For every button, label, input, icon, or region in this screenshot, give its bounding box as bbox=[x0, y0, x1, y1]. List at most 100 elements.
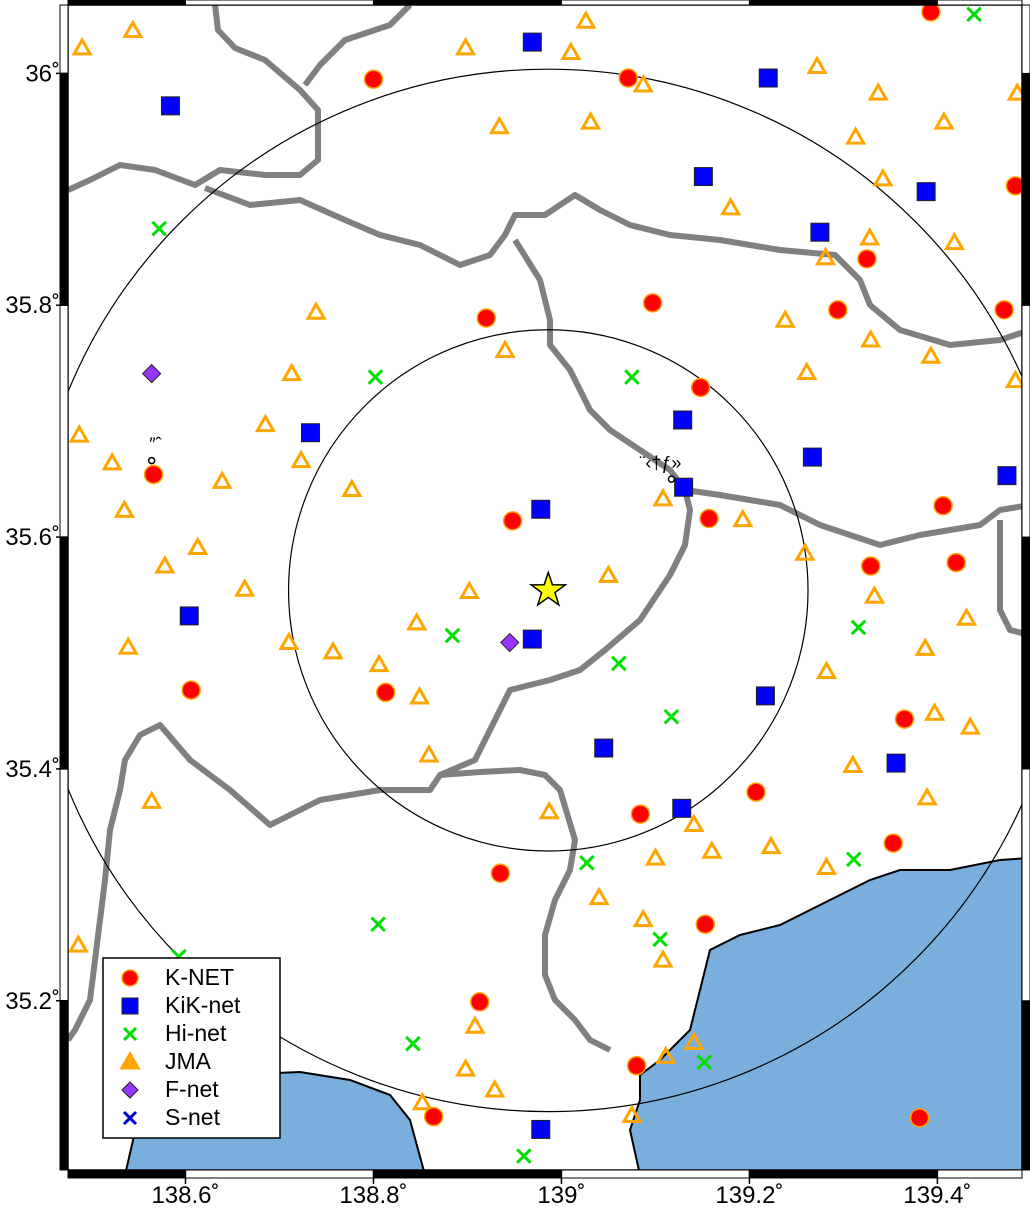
stations bbox=[68, 5, 1022, 1164]
station-marker bbox=[494, 339, 516, 358]
station-marker bbox=[290, 449, 312, 469]
frame-bar bbox=[184, 0, 374, 6]
station-marker bbox=[755, 686, 775, 706]
station-marker bbox=[674, 477, 694, 497]
legend-label: F-net bbox=[165, 1076, 219, 1102]
station-marker bbox=[673, 410, 693, 430]
station-marker bbox=[411, 1091, 433, 1111]
station-marker bbox=[806, 55, 828, 74]
station-marker bbox=[914, 637, 936, 656]
station-marker bbox=[405, 1035, 421, 1052]
station-marker bbox=[187, 536, 209, 556]
x-tick-label: 139˚ bbox=[537, 1182, 585, 1209]
range-circle bbox=[68, 68, 1022, 1113]
y-tick-label: 35.4˚ bbox=[5, 756, 60, 783]
boundary bbox=[92, 238, 693, 961]
station-marker bbox=[933, 111, 955, 130]
station-marker bbox=[683, 813, 705, 833]
station-marker bbox=[484, 1078, 506, 1098]
x-tick-label: 138.6˚ bbox=[151, 1182, 219, 1209]
station-marker bbox=[117, 636, 139, 655]
boundary bbox=[302, 5, 413, 87]
station-marker bbox=[375, 682, 396, 703]
station-marker bbox=[538, 800, 560, 820]
frame-bar bbox=[748, 1169, 938, 1179]
legend-box bbox=[102, 957, 281, 1139]
station-marker bbox=[469, 992, 490, 1012]
station-marker bbox=[872, 167, 894, 187]
x-tick-label: 138.8˚ bbox=[339, 1182, 407, 1209]
station-marker bbox=[141, 363, 162, 384]
station-marker bbox=[642, 293, 663, 313]
station-marker bbox=[860, 328, 882, 348]
station-marker bbox=[863, 585, 886, 604]
station-marker bbox=[597, 564, 620, 583]
station-marker bbox=[488, 115, 510, 135]
station-marker bbox=[341, 478, 363, 498]
legend-label: JMA bbox=[165, 1048, 212, 1074]
station-marker bbox=[774, 309, 796, 328]
station-marker bbox=[909, 1108, 930, 1128]
station-marker bbox=[531, 499, 551, 519]
station-marker bbox=[621, 1104, 643, 1124]
station-marker bbox=[1005, 176, 1022, 196]
station-marker bbox=[594, 738, 614, 758]
station-marker bbox=[68, 934, 89, 953]
legend-marker bbox=[121, 1081, 139, 1099]
place-dot bbox=[667, 475, 676, 483]
station-marker bbox=[516, 1148, 532, 1164]
station-marker bbox=[699, 508, 719, 529]
range-circle bbox=[287, 329, 809, 852]
legend-marker bbox=[121, 997, 139, 1015]
station-marker bbox=[234, 578, 256, 597]
frame-bar bbox=[1021, 72, 1030, 306]
station-marker bbox=[652, 487, 674, 507]
station-marker bbox=[1004, 369, 1022, 389]
frame-bar bbox=[748, 0, 938, 6]
station-marker bbox=[760, 835, 782, 855]
station-marker bbox=[916, 182, 936, 202]
station-marker bbox=[632, 908, 654, 928]
y-tick-label: 36˚ bbox=[25, 60, 60, 87]
frame-bar bbox=[67, 0, 186, 6]
station-marker bbox=[113, 499, 135, 518]
station-marker bbox=[695, 914, 716, 934]
station-marker bbox=[859, 226, 881, 246]
station-marker bbox=[181, 680, 201, 700]
station-marker bbox=[732, 508, 754, 528]
sea bbox=[628, 857, 1022, 1170]
station-marker bbox=[955, 607, 978, 626]
station-marker bbox=[444, 627, 461, 644]
station-marker bbox=[997, 466, 1017, 486]
station-marker bbox=[663, 708, 680, 725]
station-marker bbox=[683, 1031, 705, 1050]
frame-bar bbox=[59, 1000, 69, 1171]
legend-label: Hi-net bbox=[165, 1020, 227, 1046]
station-marker bbox=[814, 246, 837, 266]
station-marker bbox=[370, 916, 386, 933]
frame-bar bbox=[936, 0, 1023, 6]
station-marker bbox=[630, 804, 651, 824]
station-marker bbox=[624, 369, 640, 385]
station-marker bbox=[278, 631, 300, 651]
y-tick-label: 35.2˚ bbox=[5, 988, 60, 1015]
station-marker bbox=[883, 833, 903, 853]
frame-bar bbox=[59, 768, 69, 1002]
station-marker bbox=[815, 660, 838, 680]
station-marker bbox=[860, 556, 881, 576]
frame-bar bbox=[59, 72, 69, 306]
station-marker bbox=[281, 362, 303, 382]
station-marker bbox=[502, 511, 523, 531]
station-marker bbox=[588, 886, 610, 906]
station-marker bbox=[794, 542, 816, 561]
frame-bar bbox=[67, 1169, 186, 1179]
station-marker bbox=[690, 377, 711, 398]
station-marker bbox=[300, 423, 320, 443]
station-marker bbox=[154, 555, 176, 574]
station-marker bbox=[522, 629, 542, 649]
y-tick-label: 35.6˚ bbox=[5, 524, 60, 551]
place-label: ¨‹†ƒ» bbox=[639, 453, 681, 473]
station-marker bbox=[672, 798, 692, 818]
frame-bar bbox=[1021, 1000, 1030, 1171]
frame-bar bbox=[1021, 536, 1030, 770]
